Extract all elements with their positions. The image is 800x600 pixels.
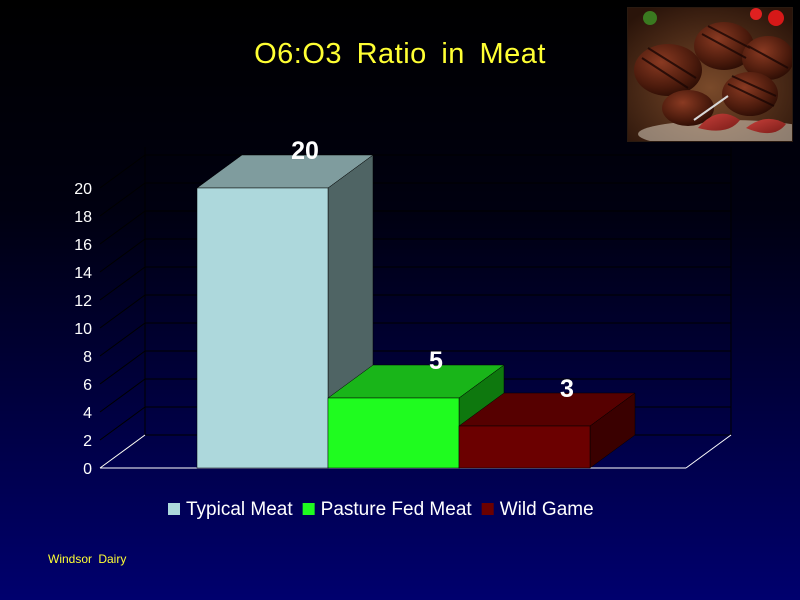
y-tick-label: 14: [74, 265, 92, 282]
legend-item: Typical Meat: [168, 499, 293, 520]
gridline-side: [99, 266, 146, 301]
legend-item: Wild Game: [481, 499, 594, 520]
gridline-side: [99, 154, 146, 189]
steak-photo: [627, 7, 793, 142]
bar-front: [458, 425, 591, 469]
data-label: 20: [291, 137, 319, 165]
gridline-side: [99, 294, 146, 329]
y-tick-label: 20: [74, 181, 92, 198]
gridline-side: [99, 182, 146, 217]
legend: Typical Meat Pasture Fed Meat Wild Game: [168, 499, 594, 520]
y-tick-label: 2: [83, 433, 92, 450]
legend-label: Pasture Fed Meat: [321, 499, 473, 520]
y-tick-label: 16: [74, 237, 92, 254]
y-tick-label: 6: [83, 377, 92, 394]
grilled-steak-photo-icon: [628, 8, 792, 141]
gridline-side: [99, 322, 146, 357]
y-tick-label: 18: [74, 209, 92, 226]
footer-text: Windsor Dairy: [48, 552, 127, 566]
gridline-side: [99, 350, 146, 385]
gridline-side: [99, 406, 146, 441]
legend-swatch: [168, 503, 180, 515]
data-label: 5: [429, 347, 443, 375]
y-axis: 0 2 4 6 8 10 12 14 16 18 20: [74, 181, 92, 478]
bar-front: [196, 187, 329, 469]
y-tick-label: 10: [74, 321, 92, 338]
legend-label: Wild Game: [500, 499, 594, 520]
chart-title: O6:O3 Ratio in Meat: [254, 38, 546, 70]
legend-swatch: [302, 503, 315, 515]
legend-item: Pasture Fed Meat: [302, 499, 473, 520]
y-tick-label: 4: [83, 405, 92, 422]
bar-front: [327, 397, 460, 469]
gridline-side: [99, 210, 146, 245]
legend-label: Typical Meat: [186, 499, 293, 520]
gridline-side: [99, 238, 146, 273]
floor-right-edge: [685, 434, 732, 469]
legend-swatch: [481, 503, 494, 515]
gridline-side: [99, 378, 146, 413]
bars: [196, 154, 636, 469]
data-label: 3: [560, 375, 574, 403]
floor-left-edge: [99, 434, 146, 469]
y-tick-label: 12: [74, 293, 92, 310]
y-tick-label: 8: [83, 349, 92, 366]
bar-wild-game: [458, 392, 636, 469]
y-tick-label: 0: [83, 461, 92, 478]
